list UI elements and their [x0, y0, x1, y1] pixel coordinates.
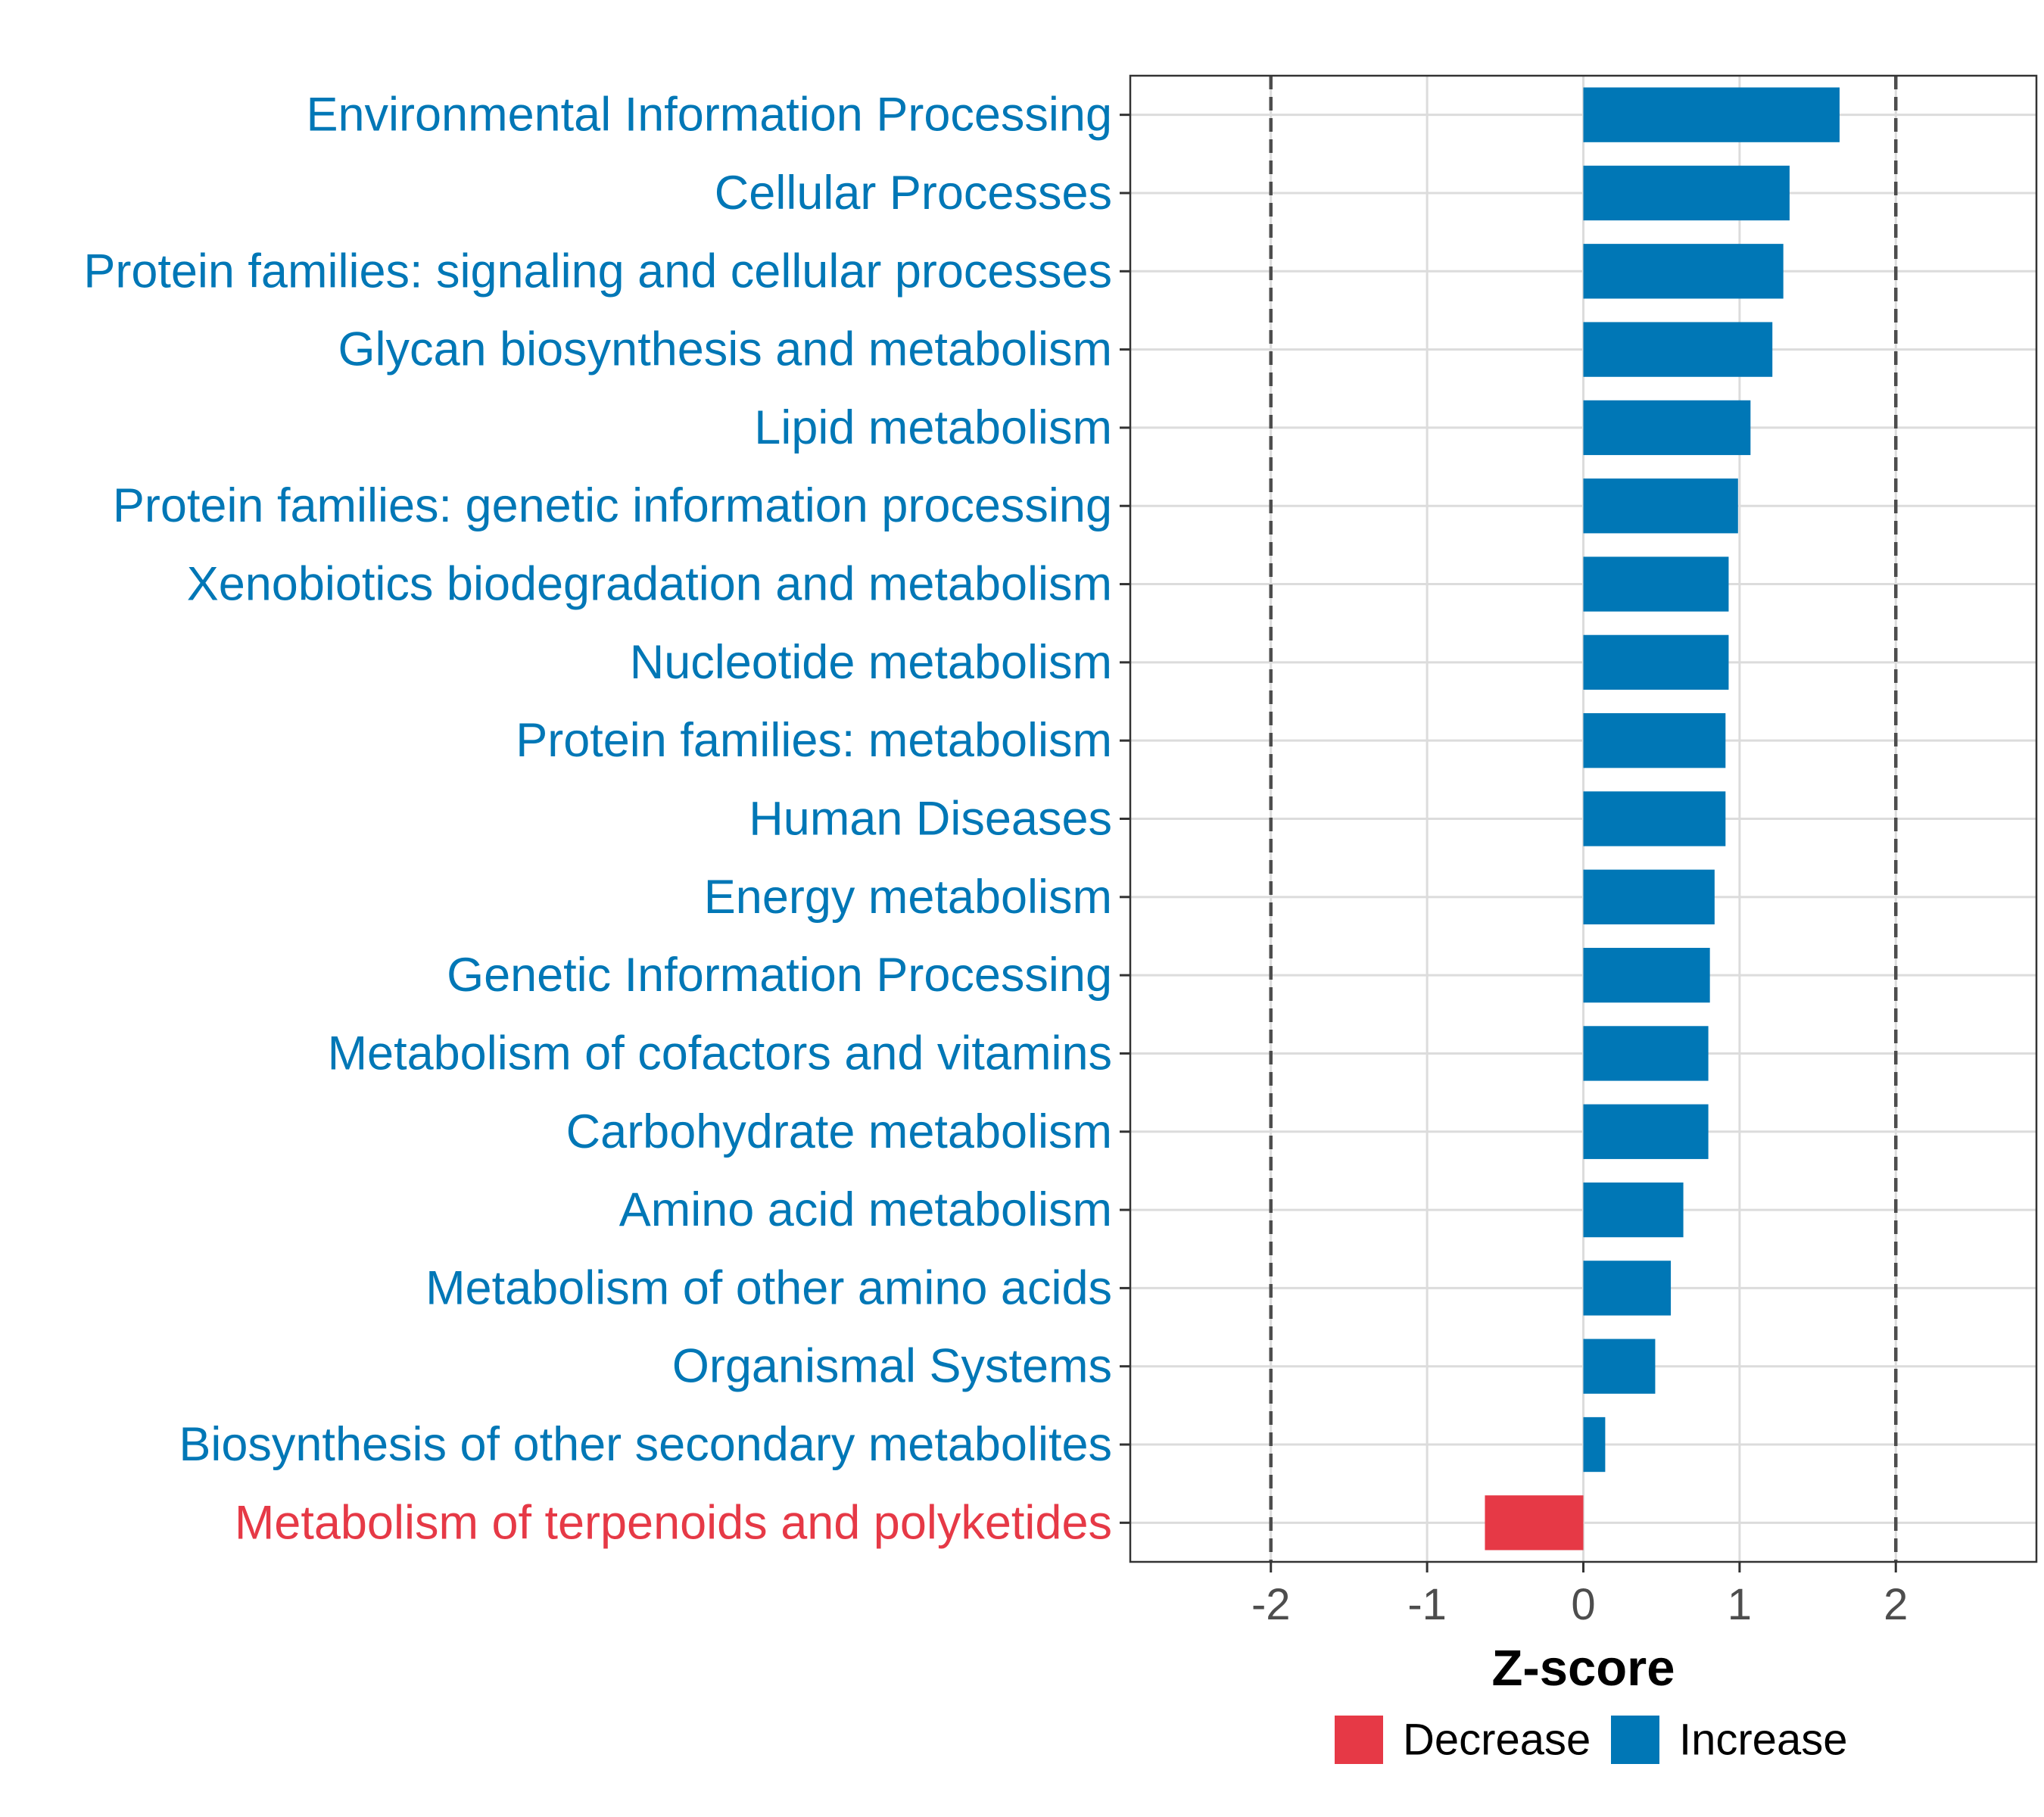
- y-ticks: [1120, 114, 1130, 1524]
- bar-6: [1583, 556, 1729, 612]
- category-label-9: Human Diseases: [749, 793, 1112, 846]
- bar-0: [1583, 87, 1840, 142]
- bar-3: [1583, 322, 1773, 377]
- category-label-0: Environmental Information Processing: [306, 89, 1112, 142]
- bar-11: [1583, 947, 1710, 1003]
- category-label-7: Nucleotide metabolism: [630, 636, 1112, 689]
- bar-13: [1583, 1104, 1709, 1159]
- bar-18: [1485, 1495, 1584, 1551]
- legend-label-increase: Increase: [1679, 1716, 1847, 1765]
- category-label-13: Carbohydrate metabolism: [566, 1105, 1112, 1158]
- category-labels: Environmental Information Processing Cell…: [83, 89, 1112, 1550]
- category-label-8: Protein families: metabolism: [516, 714, 1112, 767]
- x-tick-label-0: -2: [1251, 1580, 1291, 1629]
- bar-15: [1583, 1261, 1672, 1316]
- bar-2: [1583, 244, 1784, 299]
- bar-4: [1583, 400, 1751, 456]
- bar-9: [1583, 791, 1726, 846]
- legend-swatch-increase: [1611, 1716, 1659, 1764]
- x-tick-label-1: -1: [1407, 1580, 1447, 1629]
- bar-layer: [1485, 87, 1840, 1551]
- category-label-10: Energy metabolism: [704, 871, 1112, 924]
- category-label-12: Metabolism of cofactors and vitamins: [328, 1027, 1112, 1080]
- reference-lines: [1269, 76, 1898, 1562]
- category-label-16: Organismal Systems: [672, 1340, 1112, 1393]
- category-label-5: Protein families: genetic information pr…: [113, 479, 1112, 532]
- bar-1: [1583, 165, 1790, 221]
- x-tick-label-2: 0: [1571, 1580, 1595, 1629]
- category-label-4: Lipid metabolism: [754, 401, 1112, 454]
- category-label-1: Cellular Processes: [715, 167, 1112, 220]
- category-label-14: Amino acid metabolism: [619, 1183, 1112, 1236]
- bar-10: [1583, 869, 1715, 924]
- bar-12: [1583, 1026, 1709, 1081]
- x-tick-label-3: 1: [1728, 1580, 1752, 1629]
- category-label-11: Genetic Information Processing: [447, 949, 1112, 1002]
- legend-swatch-decrease: [1335, 1716, 1383, 1764]
- x-ticks: -2 -1 0 1 2: [1251, 1562, 1908, 1629]
- bar-5: [1583, 478, 1738, 534]
- category-label-15: Metabolism of other amino acids: [425, 1261, 1112, 1314]
- x-axis-title: Z-score: [1491, 1640, 1675, 1697]
- category-label-2: Protein families: signaling and cellular…: [83, 245, 1112, 298]
- bar-16: [1583, 1339, 1656, 1394]
- category-label-18: Metabolism of terpenoids and polyketides: [235, 1496, 1112, 1549]
- bar-8: [1583, 713, 1726, 768]
- x-tick-label-4: 2: [1884, 1580, 1908, 1629]
- bar-7: [1583, 634, 1729, 690]
- category-label-3: Glycan biosynthesis and metabolism: [338, 323, 1113, 376]
- legend: Decrease Increase: [1335, 1716, 1847, 1765]
- bar-17: [1583, 1417, 1606, 1473]
- bar-14: [1583, 1182, 1684, 1238]
- category-label-6: Xenobiotics biodegradation and metabolis…: [187, 558, 1112, 611]
- legend-label-decrease: Decrease: [1403, 1716, 1591, 1765]
- category-label-17: Biosynthesis of other secondary metaboli…: [179, 1418, 1112, 1471]
